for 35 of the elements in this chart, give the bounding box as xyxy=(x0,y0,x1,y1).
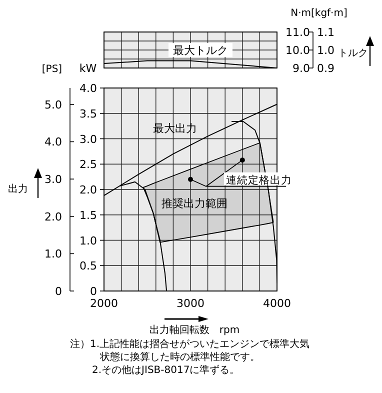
series-label: 最大トルク xyxy=(173,44,228,57)
y2-tick-label: 0 xyxy=(55,285,62,298)
y-tick-label: 9.0 xyxy=(292,62,310,75)
y2-tick-label: 0.9 xyxy=(317,62,334,75)
y2-tick-label: 1.0 xyxy=(317,44,334,57)
y-tick-label: 4.0 xyxy=(80,82,97,95)
y-tick-label: 2.0 xyxy=(80,184,97,196)
y-tick-label: 3.0 xyxy=(80,132,97,146)
y2-tick-label: 5.0 xyxy=(44,98,62,112)
legend-label: 連続定格出力 xyxy=(226,173,292,186)
text: トルク xyxy=(338,48,368,59)
x-tick-label: 3000 xyxy=(176,297,204,310)
y-tick-label: 0 xyxy=(90,285,97,298)
y2-axis-title: [PS] xyxy=(42,64,62,75)
x-tick-label: 2000 xyxy=(90,297,118,310)
y-tick-label: 1.0 xyxy=(80,234,97,248)
y2-tick-label: 1.0 xyxy=(44,248,62,261)
y2-tick-label: 1.1 xyxy=(317,26,334,39)
y-axis-title: kW xyxy=(79,62,97,75)
x-tick-label: 4000 xyxy=(263,297,291,310)
y2-tick-label: 2.0 xyxy=(44,210,62,224)
y-tick-label: 0.5 xyxy=(80,260,97,273)
y-tick-label: 10.0 xyxy=(286,44,310,57)
text: 注）1.上記性能は摺合せがついたエンジンで標準大気状態に換算した時の標準性能です。 xyxy=(70,338,311,364)
y2-tick-label: 4.0 xyxy=(44,136,62,149)
y2-tick-label: 3.0 xyxy=(44,173,62,186)
y-tick-label: 11.0 xyxy=(286,26,310,39)
y-tick-label: 3.5 xyxy=(80,107,97,120)
y2-axis-title: [kgf·m] xyxy=(311,8,348,19)
text: 2.その他はJISB-8017に準ずる。 xyxy=(92,364,240,377)
y-tick-label: 1.5 xyxy=(80,208,97,222)
text: 出力 xyxy=(8,183,28,195)
x-axis-title: 出力軸回転数 rpm xyxy=(149,324,240,336)
y-axis-title: N·m xyxy=(290,8,311,19)
y-tick-label: 2.5 xyxy=(80,158,97,172)
